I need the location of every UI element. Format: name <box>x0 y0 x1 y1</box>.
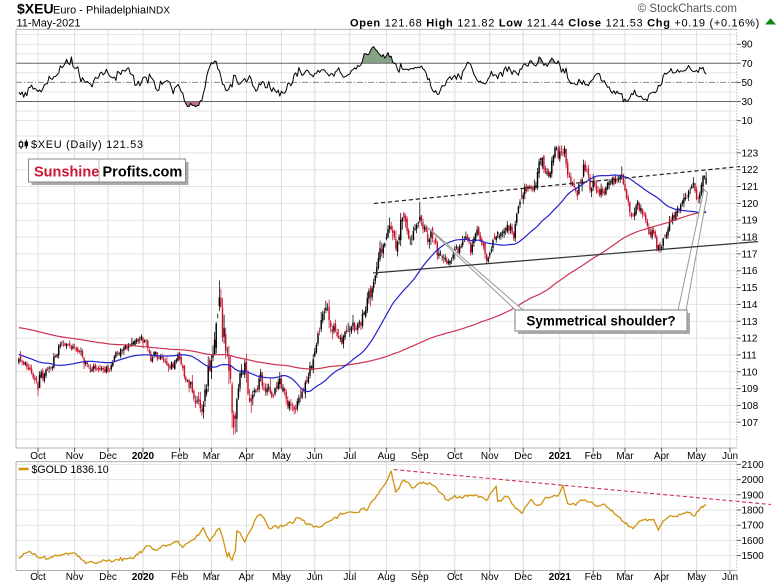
svg-text:Open 121.68 High 121.82 Low 12: Open 121.68 High 121.82 Low 121.44 Close… <box>350 18 760 30</box>
svg-text:May: May <box>687 451 706 462</box>
svg-text:Dec: Dec <box>514 451 532 462</box>
svg-text:May: May <box>272 572 291 583</box>
svg-text:118: 118 <box>742 233 758 244</box>
svg-text:Aug: Aug <box>378 451 396 462</box>
svg-text:Apr: Apr <box>654 451 670 462</box>
svg-text:112: 112 <box>742 334 758 345</box>
svg-text:1500: 1500 <box>742 551 765 562</box>
svg-text:Mar: Mar <box>616 572 634 583</box>
svg-text:Jul: Jul <box>343 572 356 583</box>
svg-text:Oct: Oct <box>447 572 463 583</box>
svg-text:70: 70 <box>742 59 754 70</box>
svg-text:116: 116 <box>742 266 758 277</box>
svg-text:122: 122 <box>742 165 759 176</box>
svg-text:Mar: Mar <box>616 451 634 462</box>
svg-text:30: 30 <box>742 97 754 108</box>
svg-text:120: 120 <box>742 199 759 210</box>
svg-text:Sep: Sep <box>411 572 429 583</box>
svg-text:Feb: Feb <box>585 572 603 583</box>
svg-text:Nov: Nov <box>66 451 84 462</box>
svg-text:Apr: Apr <box>239 451 255 462</box>
svg-text:11-May-2021: 11-May-2021 <box>17 18 81 30</box>
svg-text:Jun: Jun <box>722 572 738 583</box>
svg-text:Nov: Nov <box>481 572 499 583</box>
svg-text:Jun: Jun <box>307 572 323 583</box>
svg-text:113: 113 <box>742 317 758 328</box>
svg-text:107: 107 <box>742 418 759 429</box>
svg-text:Oct: Oct <box>447 451 463 462</box>
svg-text:Dec: Dec <box>99 572 117 583</box>
svg-text:111: 111 <box>742 350 758 361</box>
svg-text:50: 50 <box>742 78 754 89</box>
svg-text:Oct: Oct <box>30 572 46 583</box>
svg-text:10: 10 <box>742 116 754 127</box>
svg-text:Jul: Jul <box>343 451 356 462</box>
svg-text:May: May <box>272 451 291 462</box>
svg-text:Mar: Mar <box>203 572 221 583</box>
svg-text:Dec: Dec <box>514 572 532 583</box>
svg-text:$XEU (Daily) 121.53: $XEU (Daily) 121.53 <box>31 139 144 151</box>
svg-text:121: 121 <box>742 182 759 193</box>
svg-text:Sunshine: Sunshine <box>34 165 99 181</box>
svg-text:1700: 1700 <box>742 521 765 532</box>
svg-text:May: May <box>687 572 706 583</box>
svg-text:Nov: Nov <box>481 451 499 462</box>
svg-text:1600: 1600 <box>742 536 765 547</box>
svg-text:Symmetrical shoulder?: Symmetrical shoulder? <box>526 314 675 329</box>
svg-text:1800: 1800 <box>742 506 765 517</box>
svg-text:Jun: Jun <box>722 451 738 462</box>
svg-text:Apr: Apr <box>239 572 255 583</box>
svg-text:Mar: Mar <box>203 451 221 462</box>
svg-text:2020: 2020 <box>132 451 155 462</box>
svg-text:© StockCharts.com: © StockCharts.com <box>638 3 737 15</box>
svg-text:Feb: Feb <box>585 451 603 462</box>
svg-text:Nov: Nov <box>66 572 84 583</box>
svg-text:2000: 2000 <box>742 475 765 486</box>
svg-text:2020: 2020 <box>132 572 155 583</box>
svg-text:115: 115 <box>742 283 758 294</box>
svg-text:Aug: Aug <box>378 572 396 583</box>
svg-text:117: 117 <box>742 249 758 260</box>
svg-text:Feb: Feb <box>171 451 189 462</box>
svg-text:2021: 2021 <box>549 451 572 462</box>
svg-text:Apr: Apr <box>654 572 670 583</box>
svg-text:108: 108 <box>742 401 759 412</box>
svg-text:Dec: Dec <box>99 451 117 462</box>
svg-text:90: 90 <box>742 40 754 51</box>
svg-text:1900: 1900 <box>742 490 765 501</box>
svg-text:2021: 2021 <box>549 572 572 583</box>
svg-text:Feb: Feb <box>171 572 189 583</box>
svg-text:Sep: Sep <box>411 451 429 462</box>
svg-text:119: 119 <box>742 216 758 227</box>
svg-text:109: 109 <box>742 384 759 395</box>
svg-text:Euro - Philadelphia: Euro - Philadelphia <box>53 5 147 17</box>
svg-text:$GOLD 1836.10: $GOLD 1836.10 <box>32 464 109 476</box>
svg-text:114: 114 <box>742 300 758 311</box>
svg-text:123: 123 <box>742 148 759 159</box>
svg-text:2100: 2100 <box>742 460 765 471</box>
svg-text:Profits.com: Profits.com <box>103 165 183 181</box>
svg-text:Jun: Jun <box>307 451 323 462</box>
svg-text:INDX: INDX <box>146 6 170 17</box>
svg-text:110: 110 <box>742 367 758 378</box>
svg-text:$XEU: $XEU <box>17 1 54 17</box>
svg-text:Oct: Oct <box>30 451 46 462</box>
